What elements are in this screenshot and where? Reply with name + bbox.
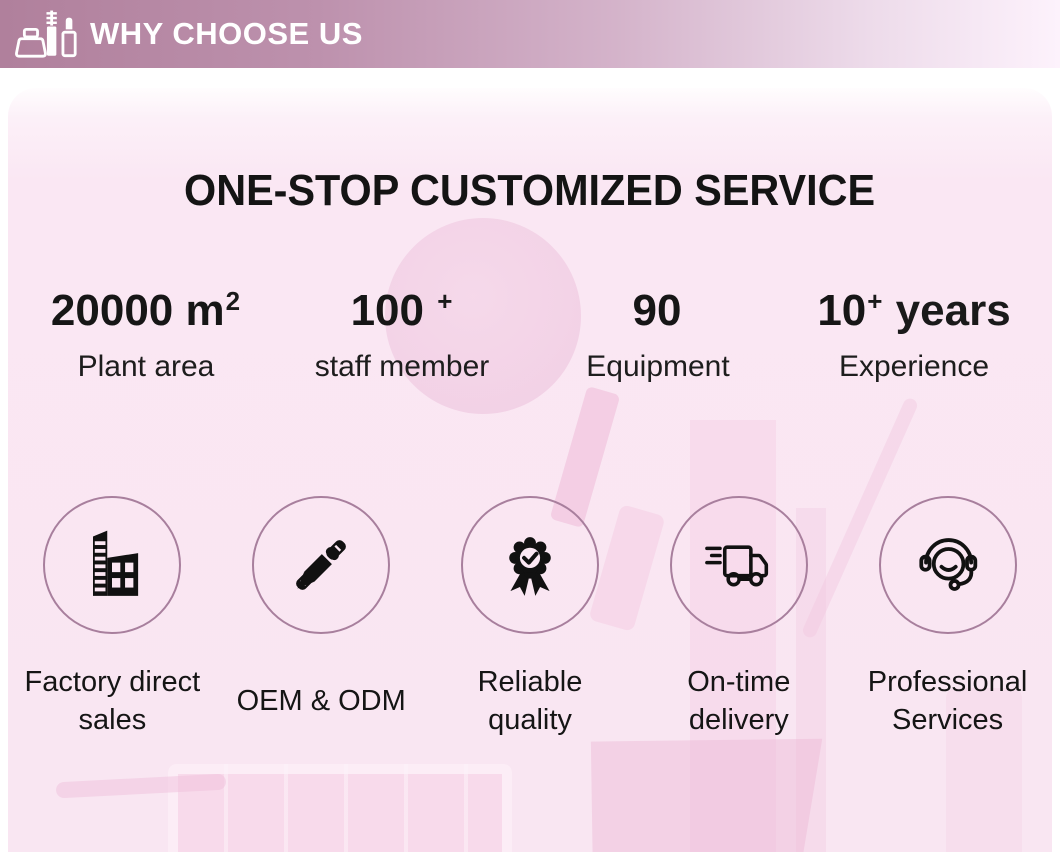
stat-plant-area: 20000 m2 Plant area bbox=[18, 286, 274, 384]
main-title: ONE-STOP CUSTOMIZED SERVICE bbox=[184, 166, 876, 215]
content-card: ONE-STOP CUSTOMIZED SERVICE 20000 m2 Pla… bbox=[8, 88, 1052, 852]
stat-staff: 100 + staff member bbox=[274, 286, 530, 384]
feature-label-support: Professional Services bbox=[867, 666, 1028, 736]
backdrop-palette-shape bbox=[168, 764, 512, 852]
stats-row: 20000 m2 Plant area 100 + staff member 9… bbox=[18, 286, 1042, 384]
stat-label: Equipment bbox=[586, 350, 730, 383]
feature-circle-quality bbox=[460, 496, 599, 634]
feature-label-factory: Factory direct sales bbox=[24, 666, 201, 736]
stat-equipment: 90 Equipment bbox=[530, 286, 786, 384]
stat-experience: 10+ years Experience bbox=[786, 286, 1042, 384]
feature-circle-factory bbox=[43, 496, 182, 634]
stat-value: 20000 m2 bbox=[50, 286, 241, 335]
stat-value: 10+ years bbox=[817, 286, 1011, 335]
feature-circle-oem bbox=[252, 496, 391, 634]
stat-label: Experience bbox=[838, 350, 990, 383]
stat-value: 100 + bbox=[350, 286, 453, 335]
feature-label-quality: Reliable quality bbox=[477, 666, 583, 736]
cosmetics-set-icon bbox=[15, 10, 77, 58]
headset-support-icon bbox=[918, 538, 977, 591]
feature-circle-support bbox=[878, 496, 1017, 634]
delivery-truck-icon bbox=[704, 545, 768, 587]
feature-circle-delivery bbox=[669, 496, 808, 634]
backdrop-brush-shape bbox=[55, 773, 227, 799]
stat-label: staff member bbox=[314, 350, 490, 383]
features-row bbox=[8, 496, 1052, 634]
backdrop-bottle-bar-shape bbox=[690, 420, 776, 852]
feature-label-oem: OEM & ODM bbox=[236, 685, 406, 718]
quality-badge-icon bbox=[509, 537, 551, 596]
section-header: WHY CHOOSE US bbox=[0, 0, 1060, 68]
factory-icon bbox=[93, 530, 139, 596]
stat-label: Plant area bbox=[77, 350, 215, 383]
oem-design-icon bbox=[296, 540, 347, 590]
feature-labels-row: Factory direct sales OEM & ODM Reliable … bbox=[8, 656, 1052, 748]
section-title: WHY CHOOSE US bbox=[90, 16, 363, 51]
feature-label-delivery: On-time delivery bbox=[687, 666, 791, 736]
stat-value: 90 bbox=[632, 286, 682, 335]
